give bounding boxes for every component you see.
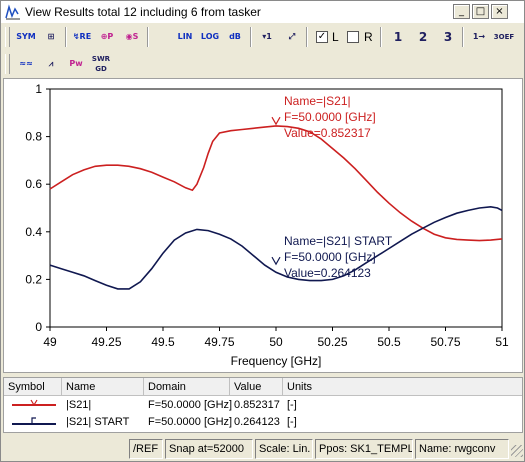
marker-add-button[interactable]: ▾1 [262, 32, 272, 41]
marker-peak-button[interactable]: ⩘ [48, 59, 54, 68]
plot-polar-button[interactable]: ⊕P [100, 32, 114, 41]
legend-row-name: |S21| START [66, 416, 130, 428]
scale-db-button[interactable]: dB [229, 32, 241, 41]
status-name: Name: rwgconv [415, 439, 509, 459]
series-s21-start-line [49, 205, 503, 290]
axis-2-button[interactable]: 2 [418, 30, 428, 44]
run-sym-button[interactable]: SYM [16, 32, 36, 41]
marker-annotation-line: F=50.0000 [GHz] [284, 110, 376, 124]
toolbar-separator [250, 27, 252, 47]
toolbar-separator [462, 27, 464, 47]
copy-data-button[interactable]: 1→ [472, 32, 486, 41]
legend-row-domain: F=50.0000 [GHz] [148, 416, 233, 428]
scale-log-button[interactable]: LOG [200, 32, 220, 41]
legend-symbol-navy-icon [12, 417, 56, 425]
export-button[interactable]: 3OEF [493, 33, 515, 41]
toolbar-separator [380, 27, 382, 47]
plot-smith-button[interactable]: ◉S [125, 32, 139, 41]
resize-grip-icon[interactable] [511, 445, 523, 457]
status-scale: Scale: Lin. [255, 439, 313, 459]
check-l-checkbox[interactable]: ✓ [316, 31, 328, 43]
x-tick-label: 49 [43, 335, 57, 349]
plot-area[interactable]: 0 0.2 0.4 0.6 0.8 1 49 49.25 49.5 49.75 50 50.25 50.… [3, 78, 523, 373]
y-tick-label: 0.8 [25, 130, 42, 144]
wave-button[interactable]: ≈≈ [19, 59, 33, 68]
legend-row-units: [-] [287, 416, 297, 428]
check-l-label: L [332, 30, 339, 44]
marker-arrow-icon [271, 116, 281, 126]
toolbar-grip[interactable] [5, 27, 10, 47]
marker-annotation-line: Name=|S21| START [284, 234, 393, 248]
s21-chart[interactable]: 0 0.2 0.4 0.6 0.8 1 49 49.25 49.5 49.75 50 50.25 50.… [4, 79, 522, 372]
status-snap: Snap at=52000 [165, 439, 253, 459]
marker-annotation-line: Value=0.852317 [284, 126, 371, 140]
toolbar-separator [65, 27, 67, 47]
close-button[interactable]: × [491, 4, 508, 19]
crosshair-button[interactable]: ⊞ [47, 32, 55, 41]
x-tick-label: 49.5 [151, 335, 175, 349]
x-axis-label: Frequency [GHz] [231, 354, 322, 368]
toolbar-separator [147, 27, 149, 47]
legend-row-value: 0.852317 [234, 399, 280, 411]
legend-row[interactable]: |S21| F=50.0000 [GHz] 0.852317 [-] [4, 397, 522, 414]
x-tick-label: 50.5 [377, 335, 401, 349]
y-tick-label: 0.4 [25, 225, 42, 239]
legend-row-units: [-] [287, 399, 297, 411]
status-ref: /REF [129, 439, 163, 459]
marker-annotation-line: Name=|S21| [284, 94, 351, 108]
x-tick-label: 51 [495, 335, 509, 349]
pw-button[interactable]: Pw [69, 59, 83, 68]
legend-row[interactable]: |S21| START F=50.0000 [GHz] 0.264123 [-] [4, 414, 522, 431]
legend-symbol-red-icon [12, 399, 56, 407]
legend-col-symbol[interactable]: Symbol [4, 378, 62, 396]
marker-arrow-icon [271, 256, 281, 266]
legend-col-units[interactable]: Units [287, 381, 313, 393]
title-bar[interactable]: View Results total 12 including 6 from t… [1, 1, 524, 23]
check-r-label: R [364, 30, 373, 44]
legend-row-name: |S21| [66, 399, 92, 411]
legend-row-domain: F=50.0000 [GHz] [148, 399, 233, 411]
x-tick-label: 49.25 [91, 335, 121, 349]
plot-re-button[interactable]: ↯RE [72, 32, 92, 41]
x-tick-label: 50 [269, 335, 283, 349]
y-tick-label: 0.6 [25, 177, 42, 191]
marker-annotation-line: F=50.0000 [GHz] [284, 250, 376, 264]
legend-col-name[interactable]: Name [62, 378, 144, 396]
marker-annotation-line: Value=0.264123 [284, 266, 371, 280]
x-tick-label: 50.75 [430, 335, 460, 349]
y-tick-label: 0 [35, 320, 42, 334]
swr-gd-button[interactable]: SWR GD [91, 55, 111, 73]
maximize-button[interactable]: □ [472, 4, 489, 19]
legend-header: Symbol Name Domain Value Units [4, 378, 522, 396]
app-chart-icon [5, 4, 20, 20]
axis-1-button[interactable]: 1 [393, 30, 403, 44]
window-title: View Results total 12 including 6 from t… [25, 5, 261, 19]
legend-row-value: 0.264123 [234, 416, 280, 428]
status-bar: /REF Snap at=52000 Scale: Lin. Ppos: SK1… [1, 437, 524, 461]
main-toolbar: SYM ⊞ ↯RE ⊕P ◉S LIN LOG dB ▾1 ⤢ ✓ L R 1 … [3, 24, 522, 50]
series-s21-line [49, 125, 503, 242]
x-tick-label: 50.25 [317, 335, 347, 349]
y-tick-label: 1 [35, 82, 42, 96]
minimize-button[interactable]: _ [453, 4, 470, 19]
toolbar-separator [306, 27, 308, 47]
legend-col-value[interactable]: Value [230, 378, 283, 396]
marker-zoom-button[interactable]: ⤢ [288, 32, 296, 41]
x-tick-label: 49.75 [204, 335, 234, 349]
check-r-checkbox[interactable] [347, 31, 359, 43]
secondary-toolbar: ≈≈ ⩘ Pw SWR GD [3, 51, 163, 77]
axis-3-button[interactable]: 3 [443, 30, 453, 44]
scale-lin-button[interactable]: LIN [177, 32, 193, 41]
results-legend: Symbol Name Domain Value Units |S21| F=5… [3, 377, 523, 433]
status-ppos: Ppos: SK1_TEMPL [315, 439, 413, 459]
y-tick-label: 0.2 [25, 272, 42, 286]
toolbar-grip[interactable] [5, 54, 10, 74]
legend-col-domain[interactable]: Domain [144, 378, 230, 396]
